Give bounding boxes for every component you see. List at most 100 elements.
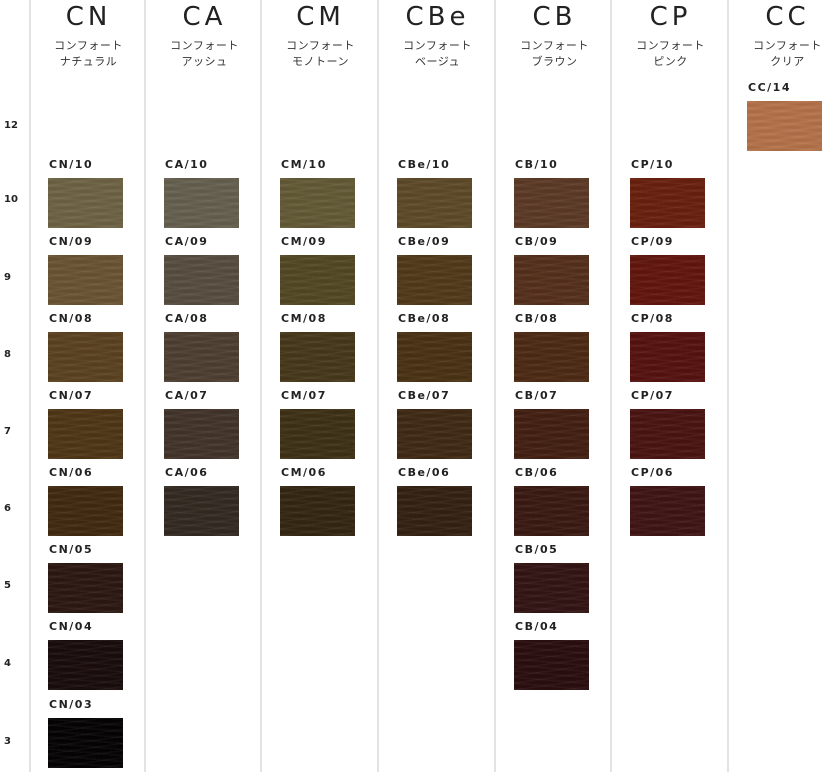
- swatch-label: CN/05: [49, 543, 94, 556]
- column-divider: [377, 0, 379, 772]
- swatch-label: CP/10: [631, 158, 674, 171]
- column-name: コンフォート クリア: [753, 39, 822, 68]
- swatch-label: CB/05: [515, 543, 559, 556]
- swatch-label: CM/08: [281, 312, 327, 325]
- column-code: CA: [182, 2, 227, 32]
- swatch-label: CBe/08: [398, 312, 451, 325]
- swatch-label: CM/09: [281, 235, 327, 248]
- level-label: 6: [4, 503, 11, 514]
- color-swatch[interactable]: [514, 563, 589, 613]
- column-code: CP: [649, 2, 692, 32]
- column-cc: CC コンフォート クリア: [729, 0, 825, 772]
- color-swatch[interactable]: [514, 409, 589, 459]
- column-code: CM: [296, 2, 345, 32]
- swatch-label: CN/06: [49, 466, 94, 479]
- column-divider: [144, 0, 146, 772]
- color-swatch[interactable]: [397, 178, 472, 228]
- color-swatch[interactable]: [48, 486, 123, 536]
- color-swatch[interactable]: [48, 178, 123, 228]
- color-swatch[interactable]: [164, 409, 239, 459]
- swatch-label: CN/09: [49, 235, 94, 248]
- column-name: コンフォート ブラウン: [520, 39, 589, 68]
- color-swatch[interactable]: [280, 409, 355, 459]
- color-swatch[interactable]: [164, 486, 239, 536]
- column-divider: [494, 0, 496, 772]
- column-cbe: CBe コンフォート ベージュ: [379, 0, 496, 772]
- column-code: CBe: [405, 2, 470, 32]
- level-label: 7: [4, 426, 11, 437]
- column-divider: [610, 0, 612, 772]
- color-swatch[interactable]: [747, 101, 822, 151]
- color-swatch[interactable]: [397, 409, 472, 459]
- color-swatch[interactable]: [514, 640, 589, 690]
- column-cm: CM コンフォート モノトーン: [262, 0, 379, 772]
- color-swatch[interactable]: [48, 640, 123, 690]
- swatch-label: CBe/07: [398, 389, 451, 402]
- swatch-label: CB/04: [515, 620, 559, 633]
- color-swatch[interactable]: [280, 255, 355, 305]
- color-swatch[interactable]: [48, 332, 123, 382]
- column-divider: [260, 0, 262, 772]
- column-cp: CP コンフォート ピンク: [612, 0, 729, 772]
- level-label: 4: [4, 658, 11, 669]
- color-swatch[interactable]: [397, 332, 472, 382]
- swatch-label: CA/07: [165, 389, 209, 402]
- swatch-label: CB/06: [515, 466, 559, 479]
- column-cn: CN コンフォート ナチュラル: [30, 0, 147, 772]
- swatch-label: CA/06: [165, 466, 209, 479]
- column-name: コンフォート ピンク: [636, 39, 705, 68]
- column-name: コンフォート アッシュ: [170, 39, 239, 68]
- column-divider: [727, 0, 729, 772]
- color-swatch[interactable]: [630, 332, 705, 382]
- column-code: CB: [532, 2, 577, 32]
- swatch-label: CBe/10: [398, 158, 451, 171]
- swatch-label: CM/06: [281, 466, 327, 479]
- column-name: コンフォート ベージュ: [403, 39, 472, 68]
- column-ca: CA コンフォート アッシュ: [146, 0, 263, 772]
- color-swatch[interactable]: [164, 255, 239, 305]
- swatch-label: CB/09: [515, 235, 559, 248]
- level-label: 3: [4, 736, 11, 747]
- color-swatch[interactable]: [630, 255, 705, 305]
- color-swatch[interactable]: [630, 178, 705, 228]
- swatch-label: CN/07: [49, 389, 94, 402]
- color-swatch[interactable]: [280, 332, 355, 382]
- color-swatch[interactable]: [48, 718, 123, 768]
- swatch-label: CA/10: [165, 158, 209, 171]
- level-label: 5: [4, 580, 11, 591]
- swatch-label: CM/10: [281, 158, 327, 171]
- swatch-label: CB/07: [515, 389, 559, 402]
- color-swatch[interactable]: [397, 255, 472, 305]
- color-swatch[interactable]: [514, 178, 589, 228]
- swatch-label: CP/06: [631, 466, 674, 479]
- swatch-label: CN/04: [49, 620, 94, 633]
- level-label: 10: [4, 194, 18, 205]
- column-cb: CB コンフォート ブラウン: [496, 0, 613, 772]
- swatch-label: CN/10: [49, 158, 94, 171]
- swatch-label: CA/09: [165, 235, 209, 248]
- color-swatch[interactable]: [48, 563, 123, 613]
- swatch-label: CBe/06: [398, 466, 451, 479]
- color-swatch[interactable]: [280, 486, 355, 536]
- swatch-label: CM/07: [281, 389, 327, 402]
- swatch-label: CN/03: [49, 698, 94, 711]
- color-swatch[interactable]: [164, 178, 239, 228]
- color-swatch[interactable]: [630, 486, 705, 536]
- swatch-label: CB/10: [515, 158, 559, 171]
- color-swatch[interactable]: [280, 178, 355, 228]
- column-name: コンフォート モノトーン: [286, 39, 355, 68]
- swatch-label: CBe/09: [398, 235, 451, 248]
- color-swatch[interactable]: [514, 486, 589, 536]
- color-swatch[interactable]: [514, 255, 589, 305]
- color-swatch[interactable]: [397, 486, 472, 536]
- color-swatch[interactable]: [48, 409, 123, 459]
- color-swatch[interactable]: [514, 332, 589, 382]
- swatch-label: CN/08: [49, 312, 94, 325]
- color-swatch[interactable]: [630, 409, 705, 459]
- color-swatch[interactable]: [164, 332, 239, 382]
- level-label: 8: [4, 349, 11, 360]
- swatch-label: CP/07: [631, 389, 674, 402]
- column-name: コンフォート ナチュラル: [54, 39, 123, 68]
- color-swatch[interactable]: [48, 255, 123, 305]
- column-code: CN: [65, 2, 112, 32]
